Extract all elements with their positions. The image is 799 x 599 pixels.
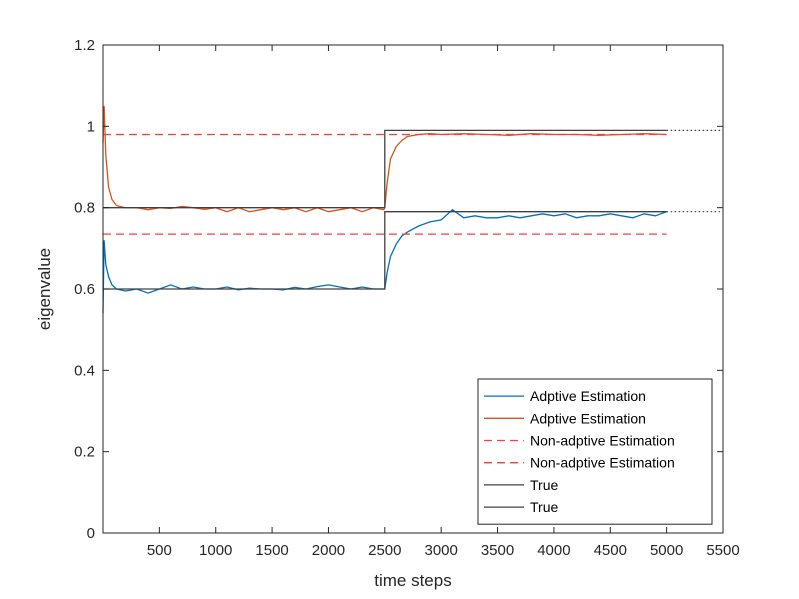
y-tick-label: 0.4 — [74, 362, 95, 379]
x-tick-label: 5500 — [706, 542, 739, 559]
legend-label: True — [530, 477, 558, 493]
legend-label: Adptive Estimation — [530, 410, 646, 426]
y-tick-label: 1.2 — [74, 37, 95, 54]
x-tick-label: 500 — [147, 542, 172, 559]
series-layer — [102, 105, 723, 314]
series-line-6 — [103, 211, 667, 290]
y-tick-label: 0.8 — [74, 200, 95, 217]
legend-box — [477, 378, 713, 525]
x-tick-label: 3500 — [481, 542, 514, 559]
x-tick-label: 5000 — [650, 542, 683, 559]
axis-ticks: 500 1000 1500 2000 2500 3000 3500 4000 4500 5000 5… — [74, 37, 740, 559]
series-line-5 — [103, 129, 667, 209]
y-tick-label: 1 — [87, 118, 95, 135]
y-tick-label: 0 — [87, 525, 95, 542]
x-axis-label: time steps — [374, 571, 451, 590]
y-tick-label: 0.6 — [74, 281, 95, 298]
x-tick-label: 2500 — [368, 542, 401, 559]
x-tick-label: 2000 — [312, 542, 345, 559]
x-tick-label: 3000 — [424, 542, 457, 559]
x-tick-label: 4500 — [594, 542, 627, 559]
x-tick-label: 4000 — [537, 542, 570, 559]
y-axis-label: eigenvalue — [35, 248, 54, 330]
legend-label: Adptive Estimation — [530, 388, 646, 404]
legend-label: Non-adptive Estimation — [530, 455, 675, 471]
legend-label: True — [530, 499, 558, 515]
x-tick-label: 1000 — [199, 542, 232, 559]
y-tick-label: 0.2 — [74, 444, 95, 461]
legend-label: Non-adptive Estimation — [530, 433, 675, 449]
x-tick-label: 1500 — [255, 542, 288, 559]
legend: Adptive Estimation Adptive Estimation Non-… — [477, 378, 713, 525]
